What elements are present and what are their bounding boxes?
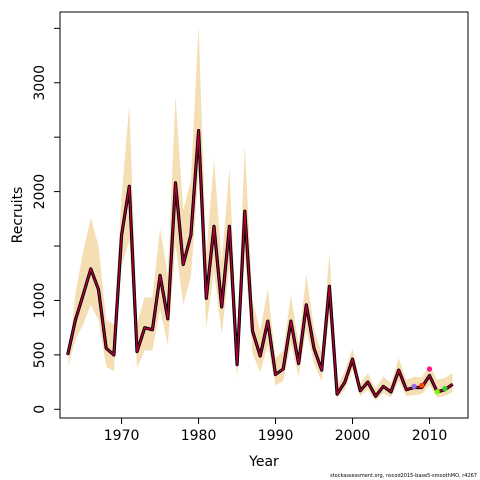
data-point — [375, 395, 377, 397]
data-point — [228, 225, 230, 227]
data-point — [305, 304, 307, 306]
x-axis: 1970 1980 1990 2000 2010 — [104, 418, 448, 444]
data-point — [290, 320, 292, 322]
y-tick-label: 3000 — [32, 65, 48, 101]
data-point — [336, 393, 338, 395]
data-point — [367, 381, 369, 383]
data-point — [67, 354, 69, 356]
footnote: stockassessment.org, nscod2015-base5-smo… — [330, 473, 477, 479]
y-axis: 0 500 1000 2000 3000 — [32, 27, 60, 414]
plot-frame — [59, 11, 469, 419]
data-point — [298, 363, 300, 365]
data-point — [359, 390, 361, 392]
data-point — [159, 274, 161, 276]
retro-point — [426, 366, 433, 372]
data-point — [274, 373, 277, 376]
data-point — [82, 294, 84, 296]
data-point — [244, 210, 246, 212]
line-layer — [66, 129, 454, 398]
x-tick-label: 1980 — [181, 428, 217, 444]
data-point — [190, 234, 192, 236]
data-point — [351, 358, 354, 360]
data-point — [174, 182, 177, 184]
data-point — [221, 306, 223, 308]
confidence-band-layer — [67, 25, 453, 401]
retro-point — [434, 389, 440, 395]
data-point — [344, 381, 346, 383]
data-point — [282, 368, 284, 370]
data-point — [113, 354, 115, 356]
retro-point — [442, 386, 448, 392]
data-point — [136, 351, 138, 353]
retro-point — [419, 382, 425, 388]
data-point — [105, 347, 107, 349]
data-point — [205, 297, 207, 299]
data-point — [90, 268, 92, 270]
x-tick-label: 2010 — [412, 428, 448, 444]
x-tick-label: 1970 — [104, 428, 140, 444]
confidence-band — [67, 25, 453, 401]
data-point — [167, 318, 169, 320]
data-point — [121, 234, 123, 236]
data-point — [97, 289, 100, 291]
y-tick-label: 1000 — [32, 283, 48, 319]
y-tick-label: 2000 — [32, 174, 48, 210]
retrospective-points-layer — [411, 366, 448, 395]
data-point — [321, 369, 323, 371]
y-tick-label: 0 — [32, 405, 48, 414]
x-axis-title: Year — [248, 454, 279, 470]
y-tick-label: 500 — [32, 342, 48, 369]
data-point — [390, 391, 392, 393]
retro-point — [411, 383, 417, 389]
data-point — [428, 374, 431, 377]
data-point — [144, 327, 146, 329]
data-point — [128, 185, 130, 187]
data-point — [182, 263, 184, 266]
data-point — [398, 369, 400, 371]
data-point — [382, 385, 384, 387]
data-point — [151, 329, 153, 331]
data-point — [236, 364, 238, 366]
x-tick-label: 2000 — [335, 428, 371, 444]
x-tick-label: 1990 — [258, 428, 294, 444]
data-point — [328, 285, 330, 287]
data-point — [259, 355, 261, 357]
data-point — [213, 225, 215, 227]
data-point — [452, 383, 454, 385]
data-point — [74, 319, 76, 321]
data-point — [313, 347, 315, 349]
data-point — [198, 130, 200, 132]
data-point — [267, 320, 269, 322]
data-point — [251, 330, 254, 332]
y-axis-title: Recruits — [10, 187, 26, 244]
data-point — [405, 389, 407, 391]
